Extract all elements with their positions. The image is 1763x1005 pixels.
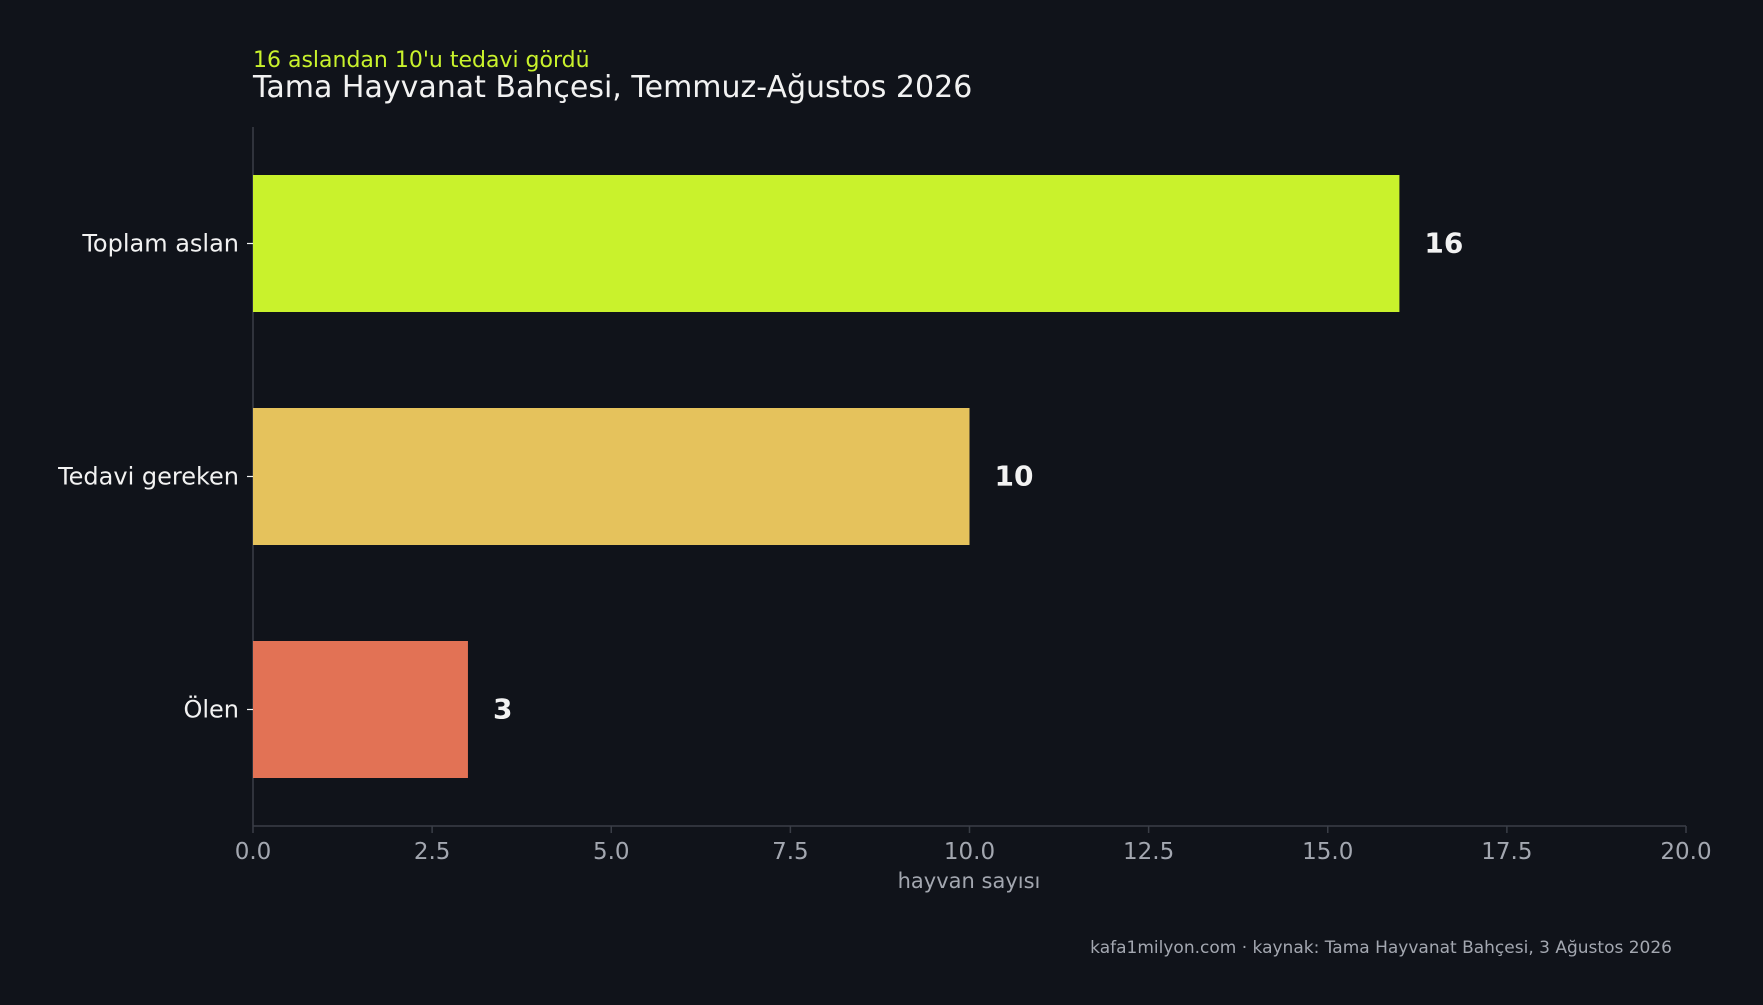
category-label-1: Tedavi gereken <box>57 463 239 491</box>
category-label-2: Ölen <box>183 695 239 724</box>
x-tick-label-5: 12.5 <box>1123 839 1174 865</box>
footer-source: kafa1milyon.com · kaynak: Tama Hayvanat … <box>1090 938 1672 958</box>
x-axis-label: hayvan sayısı <box>898 869 1041 893</box>
chart-subtitle: 16 aslandan 10'u tedavi gördü <box>253 48 590 73</box>
x-tick-label-8: 20.0 <box>1660 839 1711 865</box>
bar-2 <box>253 641 468 778</box>
plot-area: Toplam aslan 16 Tedavi gereken 10 Ölen 3 0.0 2.… <box>57 127 1712 865</box>
x-tick-label-0: 0.0 <box>235 839 272 865</box>
x-tick-label-2: 5.0 <box>593 839 630 865</box>
chart-title: Tama Hayvanat Bahçesi, Temmuz-Ağustos 20… <box>252 70 972 105</box>
category-label-0: Toplam aslan <box>81 230 239 258</box>
x-tick-label-3: 7.5 <box>772 839 809 865</box>
x-tick-label-1: 2.5 <box>414 839 451 865</box>
value-label-1: 10 <box>995 460 1034 493</box>
bar-0 <box>253 175 1400 312</box>
x-tick-label-6: 15.0 <box>1302 839 1353 865</box>
x-tick-label-4: 10.0 <box>944 839 995 865</box>
value-label-0: 16 <box>1424 227 1463 260</box>
bar-1 <box>253 408 970 545</box>
x-tick-label-7: 17.5 <box>1481 839 1532 865</box>
value-label-2: 3 <box>493 693 512 726</box>
